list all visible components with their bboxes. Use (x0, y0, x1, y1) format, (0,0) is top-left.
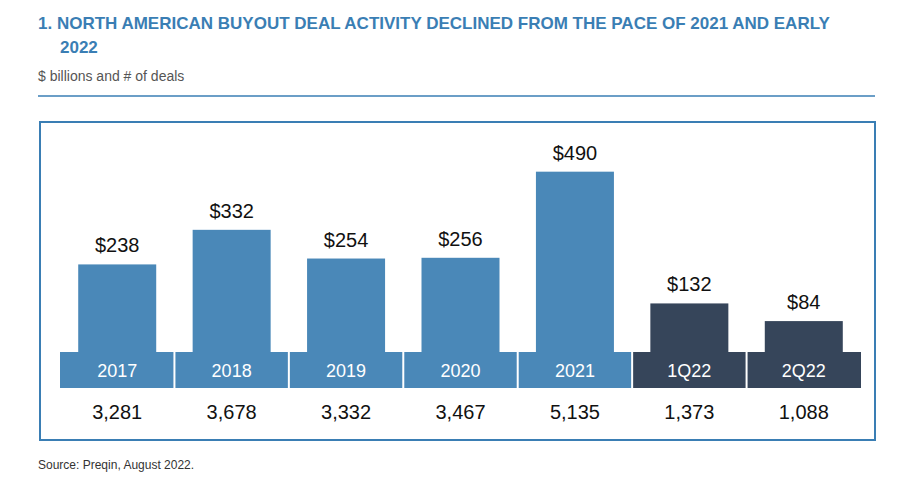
cell-separator (631, 352, 633, 388)
cell-separator (517, 352, 519, 388)
category-label: 2019 (326, 361, 366, 381)
deal-count: 3,678 (207, 401, 257, 423)
cell-separator (402, 352, 404, 388)
category-cell (403, 352, 517, 388)
category-label: 2017 (97, 361, 137, 381)
data-label: $490 (553, 142, 598, 164)
category-label: 2018 (212, 361, 252, 381)
category-cell (289, 352, 403, 388)
category-label: 2021 (555, 361, 595, 381)
category-cell (60, 352, 174, 388)
header-rule (38, 95, 875, 97)
cell-separator (746, 352, 748, 388)
bar (193, 230, 271, 352)
deal-count: 3,467 (435, 401, 485, 423)
category-cell (174, 352, 288, 388)
deal-count: 3,332 (321, 401, 371, 423)
data-label: $84 (787, 291, 820, 313)
category-cell (632, 352, 746, 388)
category-cell (747, 352, 861, 388)
category-label: 2Q22 (782, 361, 826, 381)
bars (78, 172, 843, 352)
cell-separator (173, 352, 175, 388)
chart-subtitle: $ billions and # of deals (38, 68, 184, 84)
category-label: 1Q22 (667, 361, 711, 381)
deal-count: 3,281 (92, 401, 142, 423)
data-label: $332 (209, 200, 254, 222)
data-label: $132 (667, 273, 712, 295)
bar (765, 321, 843, 352)
bar (536, 172, 614, 352)
bar (650, 303, 728, 352)
source-note: Source: Preqin, August 2022. (38, 458, 194, 472)
deal-count: 5,135 (550, 401, 600, 423)
data-label: $238 (95, 234, 140, 256)
bar (78, 264, 156, 352)
chart-svg: $238 2017 3,281 $332 2018 3,678 $254 2019 3,332 $… (0, 0, 910, 496)
data-label: $256 (438, 228, 483, 250)
bar (422, 258, 500, 352)
deal-count: 1,373 (664, 401, 714, 423)
deal-count: 1,088 (779, 401, 829, 423)
chart-title: 1. NORTH AMERICAN BUYOUT DEAL ACTIVITY D… (38, 12, 872, 60)
chart-frame (40, 122, 875, 440)
bar (307, 259, 385, 352)
data-label: $254 (324, 229, 369, 251)
category-cell (518, 352, 632, 388)
category-label: 2020 (440, 361, 480, 381)
cell-separator (288, 352, 290, 388)
